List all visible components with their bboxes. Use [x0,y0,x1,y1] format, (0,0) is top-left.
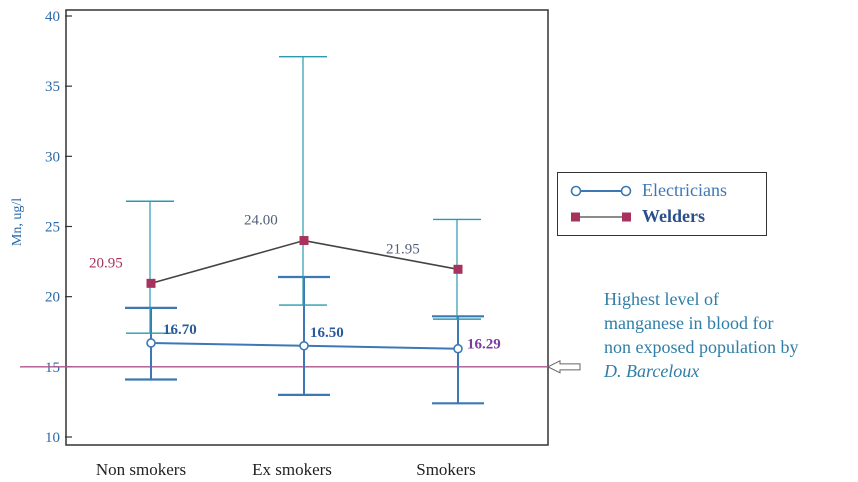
point-welders-2 [453,264,463,274]
data-label-electricians-2: 16.29 [467,337,501,353]
y-tick-label-35: 35 [45,79,60,95]
y-tick-label-10: 10 [45,430,60,446]
data-labels: 16.70 16.50 16.29 20.95 24.00 21.95 [89,213,501,353]
data-label-welders-1: 24.00 [244,213,278,229]
legend-label-electricians: Electricians [642,180,727,200]
y-axis-label: Mn, ug/l [10,198,25,246]
error-bars [125,55,484,405]
reference-arrow-icon [546,360,581,374]
data-label-electricians-0: 16.70 [163,322,197,338]
point-welders-1 [299,236,309,246]
point-electricians-0 [146,338,156,348]
x-tick-label-2: Smokers [416,460,476,479]
x-tick-label-1: Ex smokers [252,460,332,479]
legend-entry-welders: Welders [558,205,766,229]
point-electricians-1 [299,340,309,351]
reference-annotation: Highest level of manganese in blood for … [604,287,858,383]
y-tick-label-25: 25 [45,220,60,236]
point-welders-0 [146,278,156,288]
y-tick-label-20: 20 [45,290,60,306]
point-electricians-2 [453,343,463,354]
annotation-line-3: non exposed population by [604,337,799,357]
y-axis: 10 15 20 25 30 35 40 [45,9,549,446]
legend-label-welders: Welders [642,206,705,226]
plot-frame [65,9,549,446]
legend-entry-electricians: Electricians [558,179,766,203]
data-label-electricians-1: 16.50 [310,325,344,341]
annotation-line-1: Highest level of [604,289,719,309]
x-tick-label-0: Non smokers [96,460,186,479]
annotation-line-2: manganese in blood for [604,313,774,333]
data-label-welders-0: 20.95 [89,255,123,271]
y-tick-label-40: 40 [45,9,60,25]
data-label-welders-2: 21.95 [386,241,420,257]
annotation-author: D. Barceloux [604,361,700,381]
series-markers [146,236,463,354]
legend-swatch-electricians [570,185,632,197]
x-axis-labels: Non smokers Ex smokers Smokers [96,460,476,479]
legend: Electricians Welders [557,172,767,236]
y-tick-label-15: 15 [45,360,60,376]
legend-swatch-welders [571,212,631,222]
y-tick-label-30: 30 [45,149,60,165]
reference-line-group [20,360,581,374]
